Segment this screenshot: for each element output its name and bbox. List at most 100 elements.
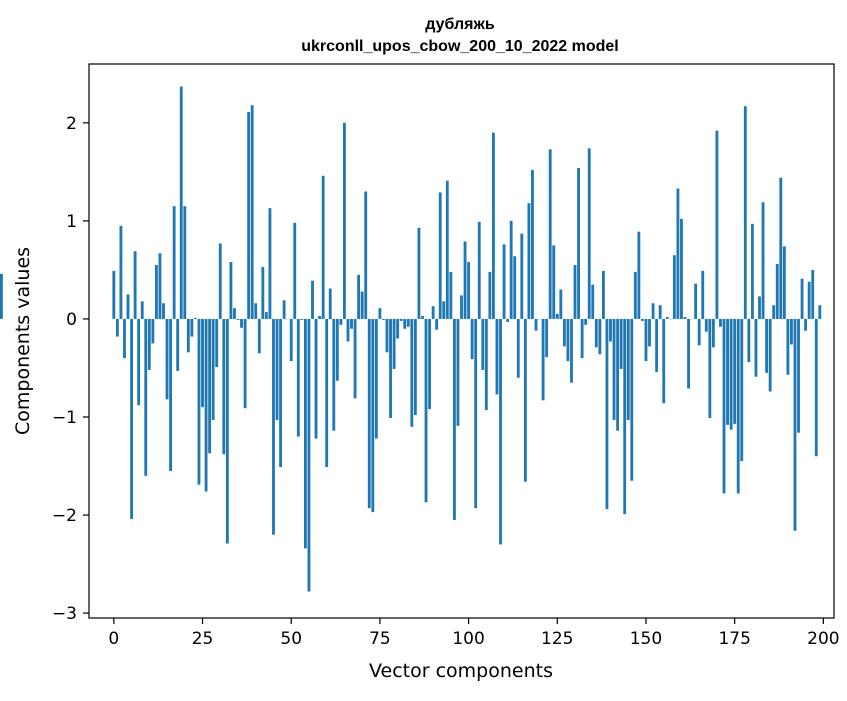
bar: [783, 246, 786, 319]
bar: [620, 319, 623, 369]
bar: [481, 319, 484, 370]
bar: [584, 319, 587, 325]
bar: [226, 319, 229, 544]
bar: [464, 241, 467, 318]
bar: [634, 272, 637, 319]
bar: [591, 285, 594, 319]
bar: [148, 319, 151, 370]
bar: [797, 319, 800, 433]
chart-title-line-2: ukrconll_upos_cbow_200_10_2022 model: [301, 38, 618, 55]
bar: [350, 319, 353, 329]
bar: [120, 226, 123, 319]
bar: [648, 319, 651, 346]
bar: [357, 275, 360, 319]
x-tick-label: 100: [452, 629, 484, 649]
bar: [602, 271, 605, 319]
x-axis-label: Vector components: [369, 660, 553, 682]
bar: [478, 222, 481, 319]
bar: [662, 319, 665, 403]
bar: [581, 319, 584, 358]
bar: [201, 319, 204, 407]
bar: [552, 245, 555, 319]
bar: [652, 303, 655, 319]
bar: [641, 319, 644, 321]
bar: [769, 319, 772, 392]
bar: [137, 319, 140, 405]
bar: [794, 319, 797, 531]
bar: [435, 319, 438, 330]
bar: [723, 319, 726, 494]
bar: [276, 319, 279, 420]
bar: [673, 255, 676, 319]
bar: [676, 189, 679, 319]
x-tick-label: 75: [369, 629, 391, 649]
bar: [322, 176, 325, 319]
y-tick-label: 0: [66, 310, 77, 330]
bar: [325, 319, 328, 467]
bar: [779, 178, 782, 319]
x-tick-label: 200: [807, 629, 839, 649]
bar: [563, 319, 566, 346]
bar: [655, 319, 658, 372]
bar: [492, 133, 495, 319]
bar: [173, 206, 176, 319]
bar: [442, 301, 445, 319]
bar: [815, 319, 818, 456]
y-tick-label: −1: [52, 408, 77, 428]
bar: [332, 319, 335, 431]
bar: [680, 219, 683, 319]
bar: [169, 319, 172, 471]
bar: [513, 256, 516, 319]
bar: [716, 131, 719, 319]
bar: [180, 87, 183, 319]
bar: [318, 316, 321, 319]
bar: [520, 234, 523, 319]
bar: [283, 300, 286, 319]
bar: [801, 279, 804, 319]
bar: [744, 106, 747, 319]
bar: [159, 253, 162, 319]
bar: [701, 271, 704, 319]
bar: [425, 319, 428, 502]
bar: [258, 319, 261, 353]
bar: [740, 319, 743, 461]
bar: [755, 319, 758, 377]
bar: [244, 319, 247, 408]
bar: [786, 319, 789, 375]
bar: [421, 316, 424, 319]
bar: [187, 319, 190, 352]
bar: [205, 319, 208, 492]
bar: [818, 305, 821, 319]
bar: [499, 319, 502, 545]
bar: [698, 319, 701, 345]
bar: [488, 272, 491, 319]
bar: [382, 319, 385, 320]
bar: [293, 223, 296, 319]
bar: [659, 305, 662, 319]
bar: [418, 228, 421, 319]
bar: [574, 265, 577, 319]
bar: [247, 112, 250, 319]
bar: [141, 301, 144, 319]
y-tick-label: 1: [66, 212, 77, 232]
bar: [623, 319, 626, 514]
bar: [414, 319, 417, 415]
bar: [112, 271, 115, 319]
bar: [474, 319, 477, 508]
x-tick-label: 0: [108, 629, 119, 649]
bar: [726, 319, 729, 425]
bar: [329, 289, 332, 319]
bar: [545, 319, 548, 357]
bar: [389, 319, 392, 418]
bar: [708, 319, 711, 418]
bar: [407, 319, 410, 327]
bar: [733, 319, 736, 424]
bar: [776, 264, 779, 319]
bar: [684, 317, 687, 319]
bar: [343, 123, 346, 319]
bar: [311, 281, 314, 319]
x-tick-label: 125: [541, 629, 573, 649]
